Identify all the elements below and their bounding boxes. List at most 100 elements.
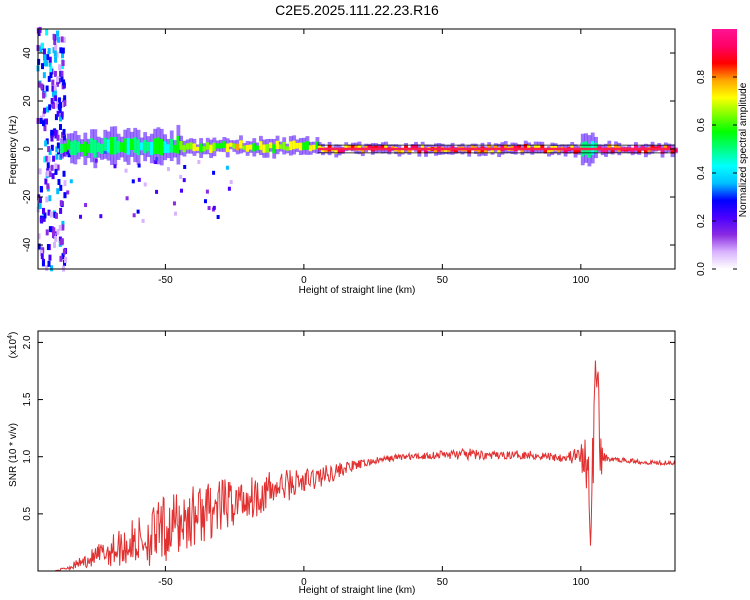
spectrogram-noise-cell [58,64,62,71]
spectrogram-noise-cell [125,196,129,201]
spectrogram-noise-cell [46,183,50,190]
spectrogram-noise-cell [207,206,211,211]
snr-multiplier: (x104) [7,332,19,359]
spectrogram-band-core [259,141,263,150]
spectrogram-noise-cell [59,47,63,54]
spectrogram-noise-cell [48,56,52,63]
spectrogram-noise-cell [43,60,47,67]
spectrogram-noise-cell [47,260,51,267]
spectrogram-noise-cell [47,156,51,163]
spectrogram-noise-cell [60,70,64,77]
spectrogram-noise-cell [50,129,54,136]
spectrogram-noise-cell [48,195,52,202]
spectrogram-noise-cell [50,226,54,233]
spectrogram-band-core [209,144,213,153]
spectrogram-noise-cell [131,179,135,184]
y-tick-label: -20 [22,189,33,204]
spectrogram-noise-cell [56,188,60,195]
spectrogram-noise-cell [39,217,43,224]
spectrogram-noise-cell [40,83,44,90]
spectrogram-noise-cell [132,213,136,218]
spectrogram-noise-cell [56,142,60,149]
spectrogram-noise-cell [216,215,220,220]
spectrogram-noise-cell [225,165,229,170]
spectrogram-noise-cell [56,98,60,105]
spectrogram-band-core [185,143,190,150]
spectrogram-band-core [453,148,458,153]
x-tick-label: 100 [572,577,589,588]
spectrogram-noise-cell [203,199,207,204]
spectrogram-noise-cell [50,135,54,142]
spectrogram-noise-cell [62,170,66,177]
spectrogram-noise-cell [45,138,49,145]
spectrogram-noise-cell [60,36,64,43]
spectrogram-noise-cell [53,50,57,57]
colorbar-tick-label: 0.4 [696,166,707,180]
spectrogram-band-core [189,142,194,150]
spectrogram-band-core [215,143,220,149]
spectrogram-noise-cell [155,189,159,194]
spectrogram-noise-cell [61,253,65,260]
spectrogram-noise-cell [45,265,49,272]
spectrogram-noise-cell [62,82,66,89]
spectrogram-noise-cell [62,79,66,86]
spectrogram-noise-cell [63,100,67,107]
spectrogram-noise-cell [39,250,43,257]
spectrogram-noise-cell [54,114,58,121]
spectrogram-band-core [420,144,425,149]
y-tick-label: 0.5 [22,506,33,520]
spectrogram-band-core [334,147,339,154]
colorbar: 0.0 0.2 0.4 0.6 0.8 Normalized spectral ampl… [696,29,749,276]
spectrogram-noise-cell [39,185,43,192]
spectrogram-noise-cell [59,207,63,214]
spectrogram-band-core [292,140,297,150]
spectrogram-noise-cell [51,79,55,86]
spectrogram-noise-cell [49,66,53,73]
spectrogram-band-core [308,145,313,152]
spectrogram-band-core [487,144,492,149]
spectrogram-noise-cell [54,212,58,219]
spectrogram-band-core [179,141,184,150]
spectrogram-noise-cell [42,215,46,222]
spectrogram-band-core [467,148,472,154]
spectrogram-band-core [199,143,204,153]
spectrogram-noise-cell [50,144,54,151]
spectrogram-noise-cell [42,48,46,55]
spectrogram-band-core [93,139,98,158]
spectrogram-band-core [670,147,675,154]
spectrogram-band-core [417,147,422,154]
spectrogram-band-core [607,144,612,151]
spectrogram-band-core [173,144,177,153]
spectrogram-noise-cell [58,115,62,122]
spectrogram-noise-cell [62,134,66,141]
spectrogram-band-core [133,137,138,153]
spectrogram-band-core [80,144,84,152]
spectrogram-band-core [66,139,71,150]
spectrogram-noise-cell [43,107,47,114]
spectrogram-noise-cell [172,201,176,206]
y-tick-label: -40 [22,237,33,252]
x-tick-label: 100 [572,275,589,286]
spectrogram-band-core [252,143,257,152]
spectrogram-noise-cell [43,54,47,61]
x-tick-label: -50 [158,577,173,588]
spectrogram-band-core [637,148,642,153]
spectrogram-noise-cell [43,156,47,163]
y-tick-label: 2.0 [22,335,33,349]
spectrogram-noise-cell [137,163,141,168]
spectrogram-band-core [414,144,418,150]
spectrogram-noise-cell [38,26,42,33]
spectrogram-band-core [563,147,568,154]
spectrogram-noise-cell [42,111,46,118]
spectrogram-band-core [400,149,405,154]
spectrogram-band-core [302,142,307,150]
spectrogram-noise-cell [37,58,41,65]
spectrogram-band-core [285,146,290,151]
spectrogram-noise-cell [53,129,57,136]
spectrogram-noise-cell [51,173,55,180]
spectrogram-band-core [136,139,141,156]
spectrogram-noise-cell [99,214,103,219]
spectrogram-noise-cell [45,196,49,203]
spectrogram-noise-cell [67,153,71,158]
